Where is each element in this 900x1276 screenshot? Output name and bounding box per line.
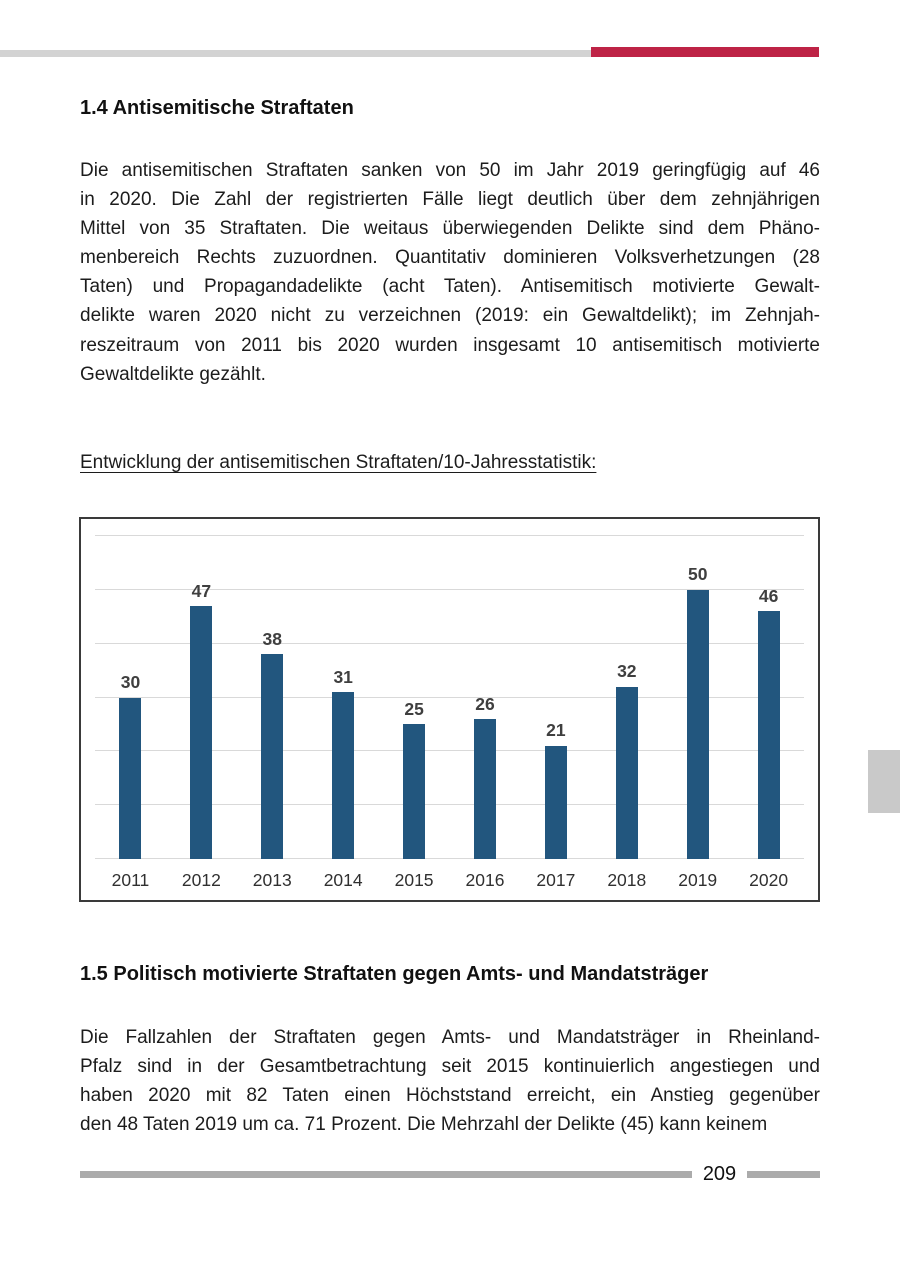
chart-bars: 30 47 38 31 25 26 21 32 50 46 <box>95 536 804 859</box>
chart-gridline <box>95 535 804 536</box>
chart-caption: Entwicklung der antisemitischen Straftat… <box>80 452 597 473</box>
chart-bar-slot: 21 <box>520 536 591 859</box>
chart-bar <box>686 589 709 859</box>
chart-bar-slot: 32 <box>591 536 662 859</box>
chart-bar-slot: 47 <box>166 536 237 859</box>
bar-value-label: 21 <box>546 720 566 741</box>
header-accent-rule <box>591 47 819 57</box>
chart-gridline <box>95 858 804 859</box>
paragraph-line: menbereich Rechts zuzuordnen. Quantitati… <box>80 247 820 269</box>
bar-value-label: 38 <box>262 628 282 649</box>
chart-bar-slot: 38 <box>237 536 308 859</box>
bar-value-label: 47 <box>191 580 212 601</box>
chart-bar-slot: 46 <box>733 536 804 859</box>
chart-bar <box>119 697 142 859</box>
x-axis-label: 2011 <box>111 870 150 890</box>
x-axis-label: 2019 <box>678 870 718 890</box>
x-axis-label: 2018 <box>607 870 647 890</box>
chart-bar-slot: 30 <box>95 536 166 859</box>
footer-rule-left <box>80 1170 692 1178</box>
paragraph-line: reszeitraum von 2011 bis 2020 wurden ins… <box>80 334 820 356</box>
page-footer: 209 <box>80 1162 820 1186</box>
footer-rule-right <box>747 1170 820 1178</box>
chart-bar <box>332 692 355 859</box>
chart-bar-slot: 25 <box>379 536 450 859</box>
section-heading-1-4: 1.4 Antisemitische Straftaten <box>80 97 354 119</box>
paragraph-line: Pfalz sind in der Gesamtbetrachtung seit… <box>80 1056 820 1078</box>
paragraph-line: den 48 Taten 2019 um ca. 71 Prozent. Die… <box>80 1114 768 1136</box>
paragraph-line: Die Fallzahlen der Straftaten gegen Amts… <box>80 1027 820 1048</box>
x-axis-label: 2012 <box>181 870 221 890</box>
chart-gridline <box>95 696 804 698</box>
chart-gridline <box>95 804 804 806</box>
paragraph-line: haben 2020 mit 82 Taten einen Höchststan… <box>80 1085 820 1107</box>
chart-bar <box>473 719 496 859</box>
chart-gridline <box>95 750 804 752</box>
paragraph-line: Taten) und Propagandadelikte (acht Taten… <box>80 276 820 298</box>
paragraph-line: Die antisemitischen Straftaten sanken vo… <box>80 160 820 181</box>
chart-bar <box>757 611 780 859</box>
paragraph-line: delikte waren 2020 nicht zu verzeichnen … <box>80 305 820 327</box>
bar-chart: 30 47 38 31 25 26 21 32 50 46 2011 2012 2013 2014 201… <box>79 517 820 902</box>
x-axis-label: 2014 <box>323 870 363 890</box>
chart-plot-area: 30 47 38 31 25 26 21 32 50 46 <box>95 535 804 859</box>
chart-bar <box>544 745 567 859</box>
x-axis-label: 2015 <box>394 870 434 890</box>
x-axis-label: 2013 <box>252 870 292 890</box>
paragraph-1-5: Die Fallzahlen der Straftaten gegen Amts… <box>80 1023 820 1139</box>
chart-bar <box>190 606 213 859</box>
chart-bar <box>615 686 638 859</box>
bar-value-label: 30 <box>120 672 141 692</box>
bar-value-label: 46 <box>758 585 779 606</box>
chart-bar <box>403 724 426 859</box>
chart-bar <box>261 654 284 859</box>
page-number: 209 <box>702 1162 737 1185</box>
bar-value-label: 31 <box>333 666 353 687</box>
side-tab-marker <box>868 750 900 813</box>
header-gray-rule <box>0 50 591 57</box>
section-heading-1-5: 1.5 Politisch motivierte Straftaten gege… <box>80 963 709 985</box>
bar-value-label: 32 <box>617 661 637 682</box>
x-axis-label: 2016 <box>465 870 505 890</box>
bar-value-label: 25 <box>404 698 424 719</box>
paragraph-line: in 2020. Die Zahl der registrierten Fäll… <box>80 189 820 211</box>
paragraph-line: Gewaltdelikte gezählt. <box>80 363 266 385</box>
chart-bar-slot: 26 <box>450 536 521 859</box>
bar-value-label: 50 <box>687 564 708 585</box>
paragraph-line: Mittel von 35 Straftaten. Die weitaus üb… <box>80 218 820 240</box>
x-axis-label: 2017 <box>536 870 576 890</box>
chart-bar-slot: 50 <box>662 536 733 859</box>
chart-x-axis-labels: 2011 2012 2013 2014 2015 2016 2017 2018 2019 2020 <box>95 870 804 891</box>
chart-gridline <box>95 642 804 644</box>
paragraph-1-4: Die antisemitischen Straftaten sanken vo… <box>80 156 820 389</box>
x-axis-label: 2020 <box>749 870 789 890</box>
chart-bar-slot: 31 <box>308 536 379 859</box>
bar-value-label: 26 <box>475 693 495 714</box>
chart-gridline <box>95 588 804 590</box>
